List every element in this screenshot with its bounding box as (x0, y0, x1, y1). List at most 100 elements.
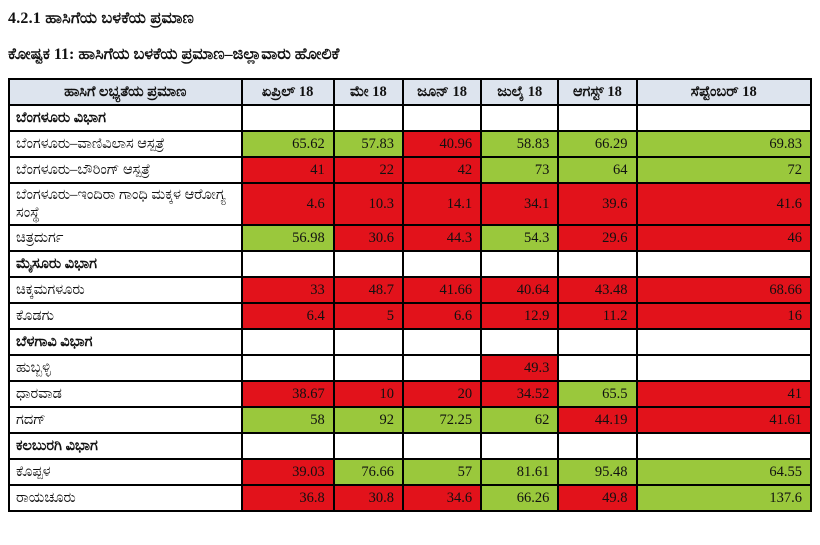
table-row: ಬೆಂಗಳೂರು–ಇಂದಿರಾ ಗಾಂಧಿ ಮಕ್ಕಳ ಆರೋಗ್ಯ ಸಂಸ್ಥ… (8, 181, 813, 227)
facility-name-cell: ಚಿತ್ರದುರ್ಗ (8, 224, 243, 253)
value-cell (480, 328, 560, 357)
value-cell (240, 250, 335, 279)
value-cell: 40.64 (480, 276, 560, 305)
table-row: ಕೊಪ್ಪಳ 39.03 76.66 57 81.61 95.48 64.55 (8, 458, 813, 487)
value-cell: 49.3 (480, 354, 560, 383)
section-heading: 4.2.1 ಹಾಸಿಗೆಯ ಬಳಕೆಯ ಪ್ರಮಾಣ (8, 10, 195, 27)
value-cell: 30.8 (332, 484, 404, 513)
value-cell: 38.67 (240, 380, 335, 409)
value-cell (332, 250, 404, 279)
division-name-cell: ಬೆಳಗಾವಿ ವಿಭಾಗ (8, 328, 243, 357)
value-cell: 56.98 (240, 224, 335, 253)
value-cell (480, 250, 560, 279)
value-cell (557, 432, 638, 461)
value-cell (557, 354, 638, 383)
value-cell: 76.66 (332, 458, 404, 487)
table-row: ಚಿತ್ರದುರ್ಗ 56.98 30.6 44.3 54.3 29.6 46 (8, 224, 813, 253)
value-cell: 58.83 (480, 130, 560, 158)
value-cell (401, 432, 483, 461)
table-row: ಧಾರವಾಡ 38.67 10 20 34.52 65.5 41 (8, 380, 813, 409)
value-cell: 36.8 (240, 484, 335, 513)
value-cell: 39.03 (240, 458, 335, 487)
facility-name-cell: ಹುಬ್ಬಳ್ಳಿ (8, 354, 243, 383)
column-header: ಜುಲೈ 18 (480, 78, 560, 106)
value-cell: 137.6 (635, 484, 813, 513)
value-cell: 34.6 (401, 484, 483, 513)
value-cell: 73 (480, 156, 560, 184)
value-cell (635, 250, 813, 279)
value-cell: 43.48 (557, 276, 638, 305)
value-cell: 34.1 (480, 181, 560, 227)
value-cell: 22 (332, 156, 404, 184)
value-cell: 42 (401, 156, 483, 184)
value-cell: 66.29 (557, 130, 638, 158)
facility-name-cell: ಕೊಡಗು (8, 302, 243, 331)
facility-name-cell: ಧಾರವಾಡ (8, 380, 243, 409)
table-row: ಬೆಳಗಾವಿ ವಿಭಾಗ (8, 328, 813, 357)
value-cell: 41.61 (635, 406, 813, 435)
column-header: ಜೂನ್ 18 (401, 78, 483, 106)
table-row: ಮೈಸೂರು ವಿಭಾಗ (8, 250, 813, 279)
value-cell: 33 (240, 276, 335, 305)
value-cell: 40.96 (401, 130, 483, 158)
value-cell: 65.5 (557, 380, 638, 409)
division-name-cell: ಮೈಸೂರು ವಿಭಾಗ (8, 250, 243, 279)
value-cell (332, 432, 404, 461)
value-cell: 58 (240, 406, 335, 435)
value-cell: 39.6 (557, 181, 638, 227)
value-cell: 57.83 (332, 130, 404, 158)
value-cell: 49.8 (557, 484, 638, 513)
value-cell (557, 250, 638, 279)
value-cell: 29.6 (557, 224, 638, 253)
value-cell (557, 328, 638, 357)
facility-name-cell: ಚಿಕ್ಕಮಗಳೂರು (8, 276, 243, 305)
value-cell (332, 328, 404, 357)
table-caption: ಕೋಷ್ಟಕ 11: ಹಾಸಿಗೆಯ ಬಳಕೆಯ ಪ್ರಮಾಣ–ಜಿಲ್ಲಾವಾ… (8, 46, 340, 63)
value-cell (401, 104, 483, 132)
value-cell: 41 (635, 380, 813, 409)
value-cell (635, 328, 813, 357)
value-cell: 10 (332, 380, 404, 409)
value-cell: 72 (635, 156, 813, 184)
value-cell (401, 354, 483, 383)
value-cell: 62 (480, 406, 560, 435)
value-cell: 57 (401, 458, 483, 487)
value-cell: 66.26 (480, 484, 560, 513)
value-cell: 95.48 (557, 458, 638, 487)
value-cell (240, 328, 335, 357)
value-cell: 65.62 (240, 130, 335, 158)
value-cell (240, 354, 335, 383)
value-cell: 6.6 (401, 302, 483, 331)
column-header: ಮೇ 18 (332, 78, 404, 106)
value-cell: 44.3 (401, 224, 483, 253)
facility-name-cell: ಗದಗ್ (8, 406, 243, 435)
bed-utilization-table: ಹಾಸಿಗೆ ಲಭ್ಯತೆಯ ಪ್ರಮಾಣ ಏಪ್ರಿಲ್ 18 ಮೇ 18 ಜೂನ್… (8, 78, 813, 513)
table-body: ಬೆಂಗಳೂರು ವಿಭಾಗ ಬೆಂಗಳೂರು–ವಾಣಿವಿಲಾಸ ಆಸ್ಪತ್ರ… (8, 104, 813, 513)
division-name-cell: ಬೆಂಗಳೂರು ವಿಭಾಗ (8, 104, 243, 132)
value-cell: 16 (635, 302, 813, 331)
column-header: ಆಗಸ್ಟ್ 18 (557, 78, 638, 106)
value-cell: 46 (635, 224, 813, 253)
value-cell: 41.66 (401, 276, 483, 305)
table-row: ಕೊಡಗು 6.4 5 6.6 12.9 11.2 16 (8, 302, 813, 331)
value-cell: 81.61 (480, 458, 560, 487)
division-name-cell: ಕಲಬುರಗಿ ವಿಭಾಗ (8, 432, 243, 461)
value-cell (635, 354, 813, 383)
value-cell (240, 104, 335, 132)
facility-name-cell: ಕೊಪ್ಪಳ (8, 458, 243, 487)
table-row: ಹುಬ್ಬಳ್ಳಿ 49.3 (8, 354, 813, 383)
value-cell: 92 (332, 406, 404, 435)
value-cell: 30.6 (332, 224, 404, 253)
value-cell: 68.66 (635, 276, 813, 305)
value-cell: 6.4 (240, 302, 335, 331)
value-cell (332, 354, 404, 383)
facility-name-cell: ರಾಯಚೂರು (8, 484, 243, 513)
column-header: ಸೆಪ್ಟೆಂಬರ್ 18 (635, 78, 813, 106)
value-cell (635, 104, 813, 132)
value-cell: 10.3 (332, 181, 404, 227)
value-cell (240, 432, 335, 461)
table-row: ಗದಗ್ 58 92 72.25 62 44.19 41.61 (8, 406, 813, 435)
facility-name-cell: ಬೆಂಗಳೂರು–ಬೌರಿಂಗ್ ಆಸ್ಪತ್ರೆ (8, 156, 243, 184)
table-row: ಬೆಂಗಳೂರು–ವಾಣಿವಿಲಾಸ ಆಸ್ಪತ್ರೆ 65.62 57.83 40.… (8, 130, 813, 158)
